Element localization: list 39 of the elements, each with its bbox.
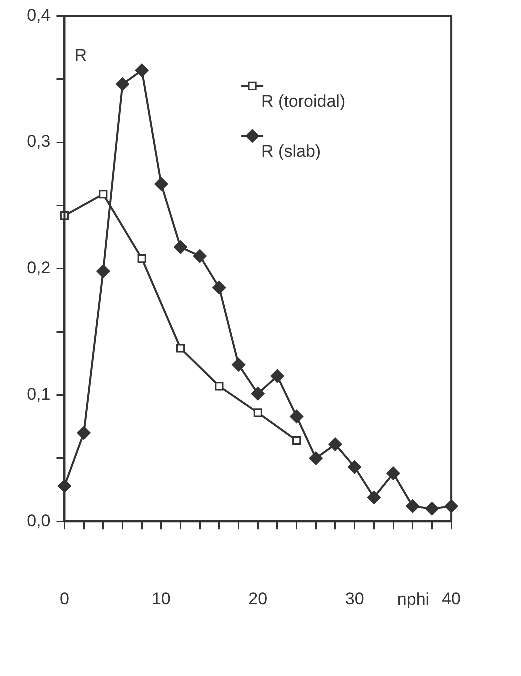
point xyxy=(232,358,246,372)
point xyxy=(154,177,168,191)
point xyxy=(135,64,149,78)
point xyxy=(406,500,420,514)
point xyxy=(292,436,302,446)
point xyxy=(138,254,146,264)
x-axis-title: nphi xyxy=(397,590,430,609)
point xyxy=(176,344,186,353)
point xyxy=(174,240,188,254)
legend-label: R (toroidal) xyxy=(262,92,346,111)
point xyxy=(348,460,362,474)
y-tick-label: 0,0 xyxy=(27,511,51,530)
x-tick-label: 10 xyxy=(152,589,171,608)
point xyxy=(215,382,224,391)
y-tick-label: 0,1 xyxy=(27,384,51,404)
point xyxy=(96,264,110,278)
point xyxy=(425,502,439,516)
point xyxy=(270,370,284,384)
x-tick-label: 30 xyxy=(345,589,364,608)
point xyxy=(254,408,262,418)
x-tick-label: 0 xyxy=(60,589,70,608)
y-tick-label: 0,4 xyxy=(27,6,51,25)
legend-label: R (slab) xyxy=(262,142,322,161)
y-tick-label: 0,2 xyxy=(27,258,51,278)
point xyxy=(193,250,207,264)
point xyxy=(77,426,91,440)
y-axis-title: R xyxy=(74,46,88,65)
point xyxy=(251,387,265,401)
y-tick-label: 0,3 xyxy=(27,132,51,152)
point xyxy=(116,78,130,92)
point xyxy=(309,452,323,466)
point xyxy=(367,490,381,504)
point xyxy=(386,466,400,480)
point xyxy=(212,281,226,295)
x-tick-label: 40 xyxy=(442,589,462,608)
point xyxy=(290,410,304,424)
point xyxy=(99,190,108,199)
x-tick-label: 20 xyxy=(248,589,268,608)
point xyxy=(328,438,342,452)
